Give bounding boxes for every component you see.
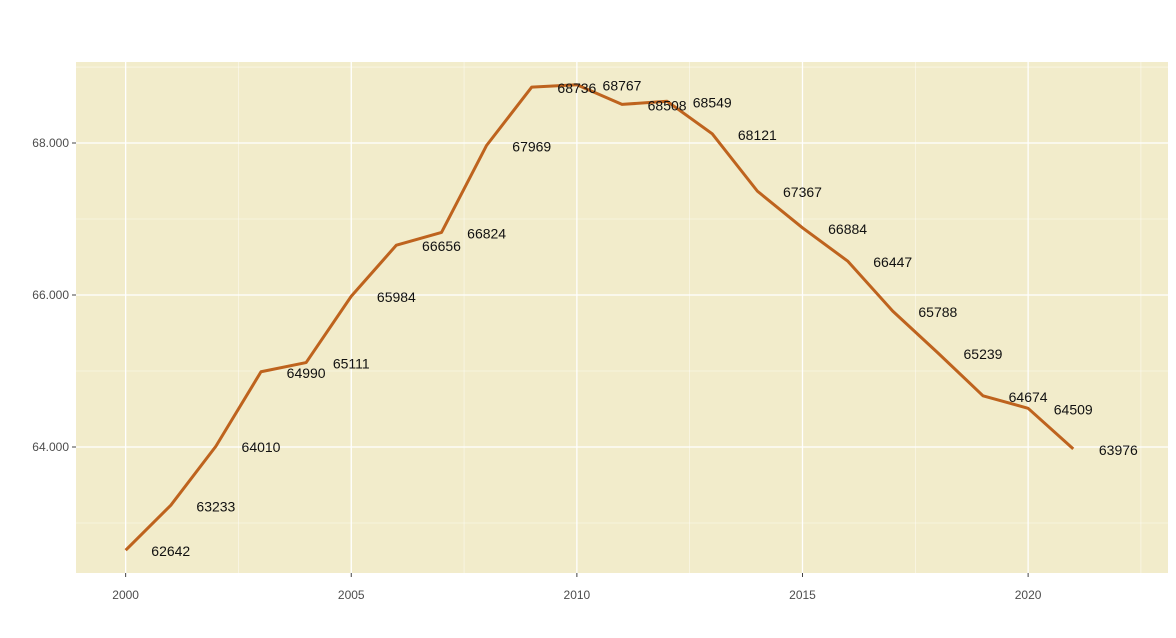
data-label: 68121: [738, 127, 777, 143]
data-line: [124, 83, 1075, 552]
data-label: 68736: [557, 80, 596, 96]
data-label: 68767: [603, 78, 642, 94]
x-tick-label: 2000: [112, 588, 139, 602]
data-label: 65788: [918, 304, 957, 320]
data-label: 65111: [333, 356, 370, 372]
y-tick-label: 66.000: [32, 288, 69, 302]
data-label: 63233: [196, 498, 235, 514]
data-label: 68549: [693, 94, 732, 110]
data-label: 64509: [1054, 401, 1093, 417]
data-label: 66824: [467, 225, 506, 241]
plot-panel: [76, 62, 1168, 573]
x-tick-label: 2005: [338, 588, 365, 602]
x-tick-label: 2015: [789, 588, 816, 602]
y-tick-label: 68.000: [32, 136, 69, 150]
x-tick-label: 2020: [1015, 588, 1042, 602]
y-tick-label: 64.000: [32, 440, 69, 454]
data-label: 66656: [422, 238, 461, 254]
data-label: 68508: [648, 97, 687, 113]
data-label: 62642: [151, 543, 190, 559]
x-tick-label: 2010: [564, 588, 591, 602]
data-label: 64990: [287, 365, 326, 381]
data-label: 66447: [873, 254, 912, 270]
data-label: 67367: [783, 184, 822, 200]
data-label: 64010: [242, 439, 281, 455]
data-label: 67969: [512, 138, 551, 154]
data-label: 64674: [1009, 389, 1048, 405]
data-label: 65984: [377, 289, 416, 305]
data-label: 65239: [964, 346, 1003, 362]
data-label: 66884: [828, 221, 867, 237]
data-label: 63976: [1099, 442, 1138, 458]
